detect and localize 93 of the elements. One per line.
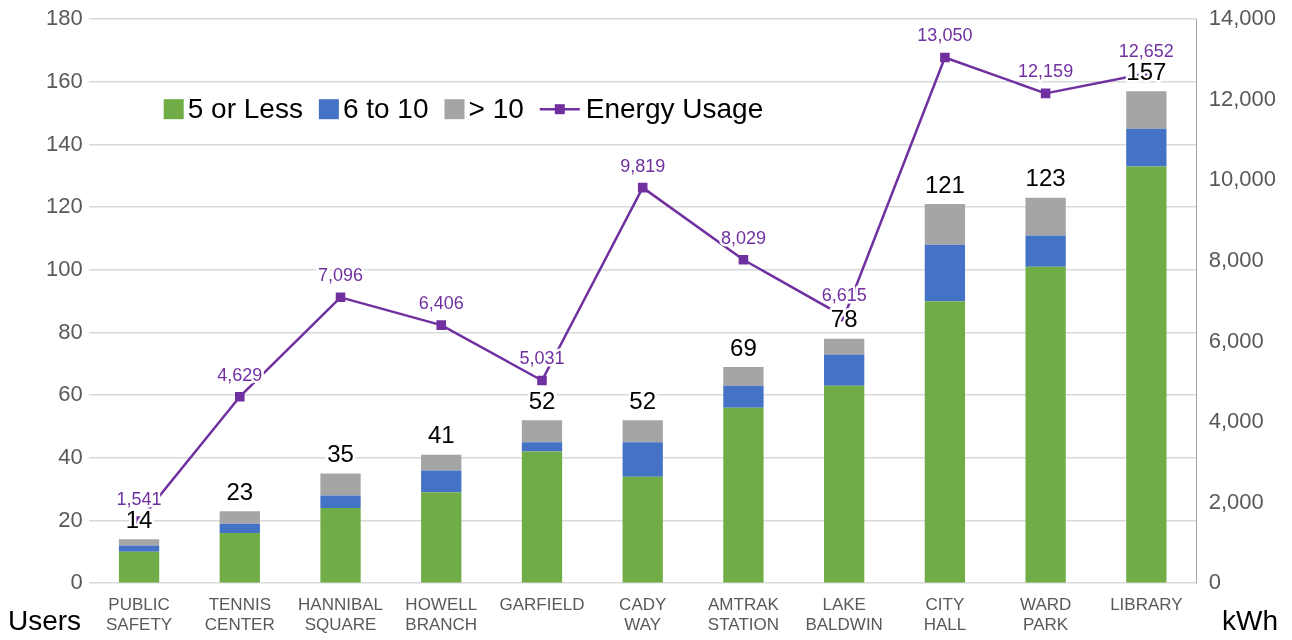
y-tick-label: 160: [45, 67, 83, 93]
bar: [622, 420, 663, 443]
x-tick-label: PUBLIC SAFETY: [106, 595, 173, 635]
total-label: 52: [528, 386, 556, 414]
x-tick-label: TENNIS CENTER: [204, 595, 275, 635]
point: [637, 182, 648, 193]
bar: [320, 508, 361, 583]
bar: [1126, 91, 1167, 129]
point: [940, 52, 950, 63]
x-tick-label: HOWELL BRANCH: [405, 595, 478, 635]
bar: [320, 473, 361, 496]
y-axis-title: Users: [8, 604, 82, 636]
bar: [1025, 197, 1066, 236]
y-tick-label: 120: [45, 193, 83, 219]
legend-label: 6 to 10: [342, 92, 429, 124]
total-label: 52: [629, 386, 657, 414]
bar: [1126, 166, 1167, 583]
bar: [622, 476, 663, 583]
point: [1040, 88, 1051, 99]
bar: [824, 338, 865, 355]
data-label: 13,050: [917, 25, 973, 46]
total-label: 23: [226, 477, 254, 505]
point: [537, 375, 547, 386]
bar: [118, 551, 160, 583]
bar: [219, 511, 260, 524]
bar: [1025, 266, 1066, 583]
bar: [118, 545, 160, 552]
total-label: 78: [830, 305, 858, 333]
bar: [219, 523, 260, 534]
bar: [421, 454, 462, 471]
total-label: 123: [1025, 164, 1066, 192]
data-label: 8,029: [720, 227, 766, 248]
total-label: 35: [327, 440, 354, 468]
y2-tick-label: 2,000: [1208, 488, 1264, 514]
bar: [622, 442, 663, 477]
x-tick-label: HANNIBAL SQUARE: [298, 595, 384, 635]
total-label: 69: [730, 333, 757, 361]
point: [436, 320, 447, 330]
bar: [824, 385, 865, 583]
legend-label: > 10: [468, 92, 524, 124]
y2-tick-label: 10,000: [1208, 166, 1277, 192]
bar: [924, 301, 966, 583]
data-label: 9,819: [620, 155, 666, 176]
point: [738, 254, 749, 265]
y-tick-label: 0: [70, 569, 83, 595]
y-tick-label: 140: [45, 130, 83, 156]
x-tick-label: LIBRARY: [1110, 595, 1183, 615]
y2-tick-label: 8,000: [1208, 246, 1264, 272]
bar: [1025, 235, 1066, 267]
bar: [1126, 128, 1167, 167]
legend-label: Energy Usage: [585, 92, 764, 124]
data-label: 12,159: [1018, 61, 1074, 82]
bar: [118, 539, 160, 546]
y2-axis-title: kWh: [1222, 604, 1278, 636]
y-tick-label: 180: [45, 5, 83, 31]
y2-tick-label: 6,000: [1208, 327, 1264, 353]
total-label: 121: [924, 170, 965, 198]
x-tick-label: CITY HALL: [923, 595, 967, 635]
y-tick-label: 40: [58, 443, 83, 469]
bar: [723, 407, 764, 583]
bar: [320, 495, 361, 508]
x-tick-label: LAKE BALDWIN: [805, 595, 883, 635]
data-label: 6,406: [418, 293, 464, 314]
y-tick-label: 60: [58, 381, 83, 407]
point: [235, 391, 245, 402]
legend-label: 5 or Less: [187, 92, 303, 124]
y2-tick-label: 12,000: [1208, 85, 1277, 111]
y2-tick-label: 0: [1208, 569, 1221, 595]
bar: [824, 354, 865, 386]
x-tick-label: CADY WAY: [619, 595, 667, 635]
bar: [219, 533, 260, 583]
data-label: 7,096: [318, 265, 364, 286]
bar: [521, 451, 563, 583]
bar: [723, 367, 764, 386]
x-tick-label: AMTRAK STATION: [707, 595, 780, 635]
y2-tick-label: 14,000: [1208, 5, 1277, 31]
x-tick-label: WARD PARK: [1019, 595, 1072, 635]
data-label: 4,629: [217, 364, 263, 385]
bar: [521, 420, 563, 443]
x-tick-label: GARFIELD: [499, 595, 585, 615]
bar: [421, 492, 462, 583]
point: [335, 292, 346, 303]
data-label: 12,652: [1118, 41, 1174, 62]
bar: [421, 470, 462, 493]
bar: [723, 385, 764, 408]
y-tick-label: 20: [58, 506, 83, 532]
bar: [924, 244, 966, 302]
bar: [924, 204, 966, 245]
total-label: 41: [427, 421, 455, 449]
y2-tick-label: 4,000: [1208, 408, 1264, 434]
y-tick-label: 80: [58, 318, 83, 344]
y-tick-label: 100: [45, 255, 83, 281]
bar: [521, 442, 563, 452]
